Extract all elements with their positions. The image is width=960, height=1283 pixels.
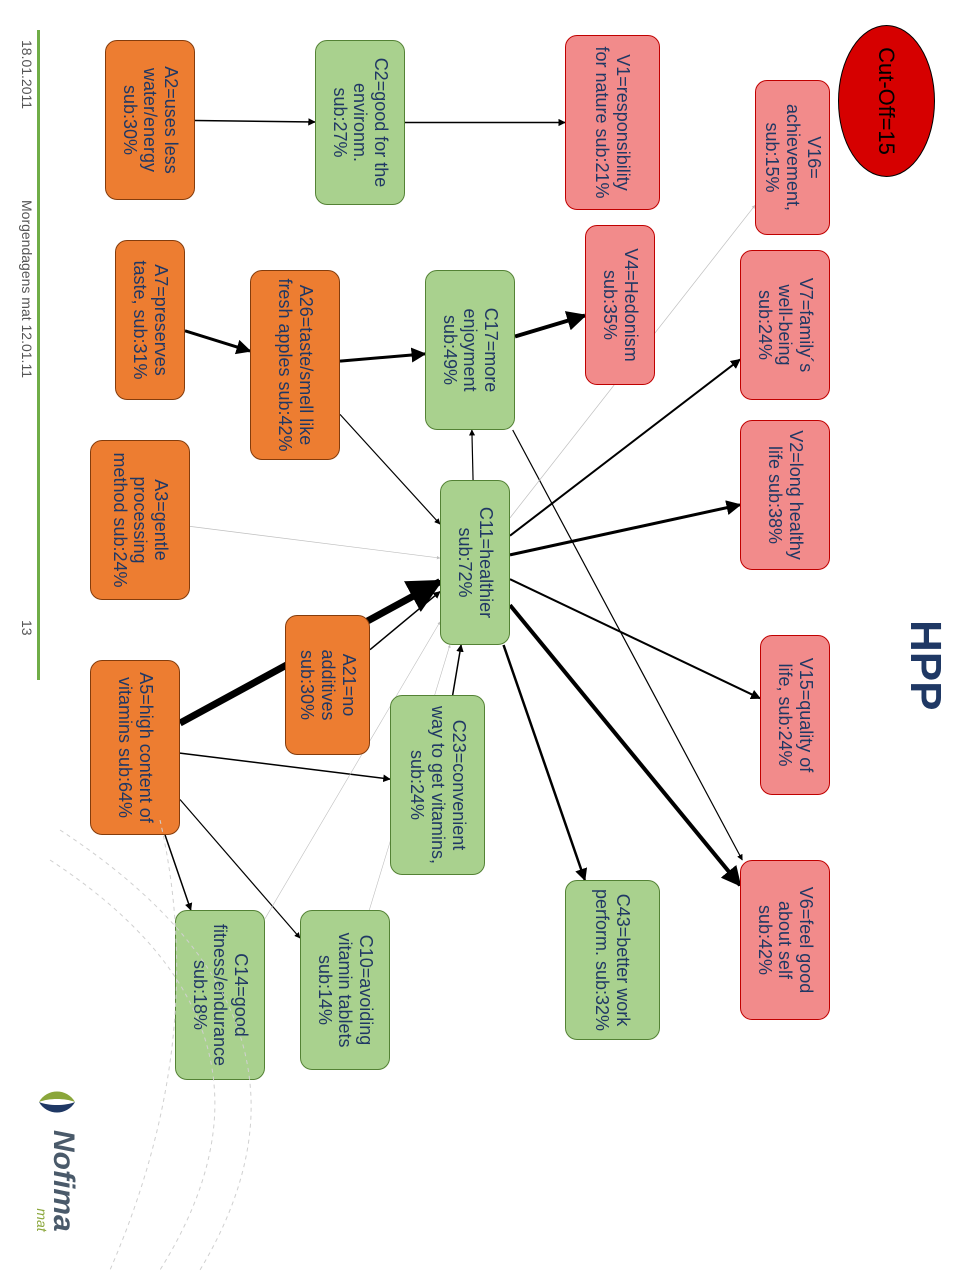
- edge-A5-C23: [180, 753, 390, 779]
- edge-C11-C17: [472, 430, 473, 480]
- node-A7: A7=preserves taste, sub:31%: [115, 240, 185, 400]
- node-C43: C43=better work perform. sub:32%: [565, 880, 660, 1040]
- edge-C11-C43: [504, 645, 585, 880]
- page-number: 13: [19, 620, 35, 636]
- edge-C11-V7: [510, 359, 740, 535]
- edge-A21-C11: [370, 592, 440, 650]
- edge-A2-C2: [195, 121, 315, 122]
- edge-C11-V15: [510, 579, 760, 698]
- edge-A26-C17: [340, 354, 425, 361]
- node-V4: V4=Hedonism sub:35%: [585, 225, 655, 385]
- node-V6: V6=feel good about self sub:42%: [740, 860, 830, 1020]
- node-C2: C2=good for the environm. sub:27%: [315, 40, 405, 205]
- node-A2: A2=uses less water/energy sub:30%: [105, 40, 195, 200]
- node-C11: C11=healthier sub:72%: [440, 480, 510, 645]
- edge-C11-V2: [510, 505, 740, 555]
- node-C23: C23=convenient way to get vitamins, sub:…: [390, 695, 485, 875]
- logo: Nofima mat: [34, 1080, 80, 1232]
- footer-line: [37, 30, 40, 680]
- node-A3: A3=gentle processing method sub:24%: [90, 440, 190, 600]
- node-A26: A26=taste/smell like fresh apples sub:42…: [250, 270, 340, 460]
- stage: HPP Cut-Off=15 V16= achievement, sub:15%…: [0, 0, 960, 1283]
- node-C17: C17=more enjoyment sub:49%: [425, 270, 515, 430]
- edge-C17-V4: [515, 316, 585, 337]
- diagram-canvas: HPP Cut-Off=15 V16= achievement, sub:15%…: [0, 0, 960, 1283]
- edge-C11-V6: [510, 605, 740, 885]
- edge-C23-C11: [453, 645, 461, 695]
- edge-A26-C11: [340, 414, 440, 524]
- edge-A7-A26: [185, 331, 250, 351]
- node-A5: A5=high content of vitamins sub:64%: [90, 660, 180, 835]
- node-V2: V2=long healthy life sub:38%: [740, 420, 830, 570]
- node-A21: A21=no additives sub:30%: [285, 615, 370, 755]
- edge-A3-C11: [190, 526, 440, 558]
- node-V1: V1=responsibility for nature sub:21%: [565, 35, 660, 210]
- logo-text: Nofima: [46, 1130, 80, 1232]
- node-V16: V16= achievement, sub:15%: [755, 80, 830, 235]
- node-V7: V7=family´s well-being sub:24%: [740, 250, 830, 400]
- cutoff-label: Cut-Off=15: [874, 47, 900, 155]
- page-title: HPP: [900, 620, 950, 710]
- logo-icon: [35, 1080, 79, 1124]
- cutoff-badge: Cut-Off=15: [838, 25, 935, 177]
- node-V15: V15=quality of life, sub:24%: [760, 635, 830, 795]
- footer-date: 18.01.2011: [19, 40, 35, 109]
- edge-C17-V6: [513, 430, 743, 860]
- footer-text: Morgendagens mat 12.01.11: [19, 200, 35, 378]
